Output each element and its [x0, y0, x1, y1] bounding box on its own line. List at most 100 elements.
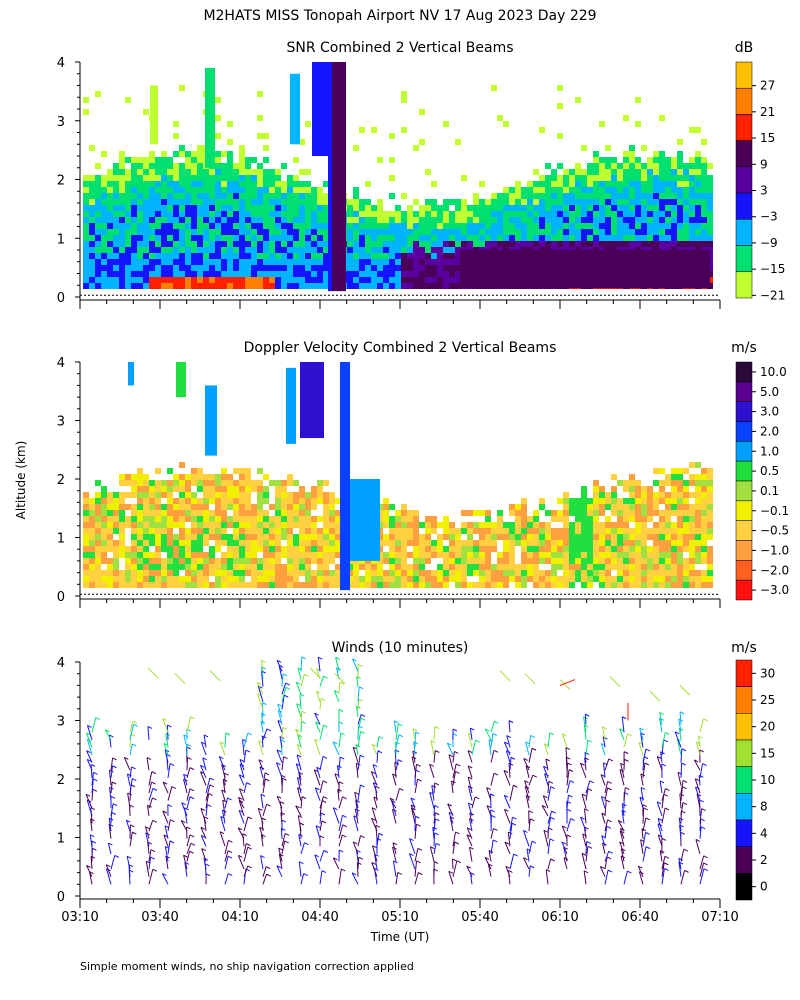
heatmap-cell: [689, 229, 695, 235]
heatmap-cell: [611, 582, 617, 588]
heatmap-cell: [467, 534, 473, 540]
wind-barb: [108, 824, 112, 839]
heatmap-cell: [137, 474, 143, 480]
heatmap-cell: [191, 558, 197, 564]
heatmap-cell: [197, 241, 203, 247]
heatmap-cell: [269, 169, 275, 175]
wind-barb: [528, 841, 533, 854]
heatmap-cell: [641, 498, 647, 504]
heatmap-cell: [503, 570, 509, 576]
heatmap-cell: [527, 187, 533, 193]
heatmap-cell: [395, 223, 401, 229]
wind-barb: [201, 848, 207, 862]
wind-barb: [125, 820, 131, 832]
heatmap-cell: [503, 217, 509, 223]
heatmap-cell: [305, 492, 311, 498]
heatmap-cell: [155, 558, 161, 564]
heatmap-cell: [437, 205, 443, 211]
heatmap-cell: [617, 480, 623, 486]
wind-barb: [584, 714, 587, 725]
wind-barb: [395, 734, 400, 748]
heatmap-cell: [209, 181, 215, 187]
wind-barb: [414, 860, 418, 877]
heatmap-cell: [605, 552, 611, 558]
heatmap-cell: [335, 552, 341, 558]
heatmap-cell: [527, 199, 533, 205]
heatmap-cell: [563, 229, 569, 235]
heatmap-cell: [335, 534, 341, 540]
heatmap-cell: [419, 570, 425, 576]
heatmap-cell: [233, 217, 239, 223]
heatmap-cell: [203, 223, 209, 229]
heatmap-cell: [95, 552, 101, 558]
heatmap-cell: [539, 558, 545, 564]
heatmap-cell: [539, 175, 545, 181]
heatmap-cell: [389, 133, 395, 139]
heatmap-cell: [293, 510, 299, 516]
wind-barb: [242, 739, 245, 756]
heatmap-cell: [371, 235, 377, 241]
heatmap-cell: [599, 552, 605, 558]
heatmap-cell: [431, 265, 437, 271]
wind-barb: [547, 786, 552, 801]
heatmap-cell: [125, 193, 131, 199]
heatmap-cell: [671, 492, 677, 498]
heatmap-cell: [203, 498, 209, 504]
heatmap-cell: [611, 528, 617, 534]
heatmap-cell: [83, 504, 89, 510]
wind-barb: [508, 763, 511, 778]
heatmap-cell: [287, 528, 293, 534]
heatmap-cell: [359, 564, 365, 570]
heatmap-cell: [227, 546, 233, 552]
wind-barb-flag: [475, 739, 480, 743]
heatmap-cell: [143, 259, 149, 265]
wind-barb-flag: [190, 842, 196, 846]
heatmap-cell: [101, 265, 107, 271]
wind-barb: [129, 724, 135, 740]
figure-title: M2HATS MISS Tonopah Airport NV 17 Aug 20…: [203, 8, 596, 24]
wind-barb: [242, 833, 245, 847]
heatmap-cell: [125, 187, 131, 193]
heatmap-cell: [161, 205, 167, 211]
heatmap-cell: [545, 534, 551, 540]
heatmap-cell: [149, 241, 155, 247]
heatmap-cell: [83, 175, 89, 181]
wind-barb-flag: [397, 871, 402, 875]
heatmap-cell: [275, 169, 281, 175]
heatmap-cell: [629, 552, 635, 558]
heatmap-cell: [155, 564, 161, 570]
wind-barb: [452, 751, 455, 763]
heatmap-cell: [323, 247, 329, 253]
heatmap-cell: [215, 576, 221, 582]
heatmap-cell: [173, 151, 179, 157]
heatmap-cell: [329, 582, 335, 588]
wind-barb-flag: [152, 819, 157, 823]
heatmap-cell: [455, 271, 461, 277]
heatmap-cell: [125, 253, 131, 259]
wind-barb-flag: [569, 780, 575, 784]
heatmap-cell: [83, 546, 89, 552]
heatmap-cell: [179, 528, 185, 534]
heatmap-cell: [677, 205, 683, 211]
heatmap-cell: [683, 582, 689, 588]
wind-barb-flag: [580, 762, 585, 766]
wind-barb-flag: [132, 778, 137, 782]
heatmap-cell: [521, 241, 527, 247]
heatmap-cell: [95, 211, 101, 217]
wind-barb-flag: [550, 816, 555, 820]
heatmap-cell: [473, 570, 479, 576]
heatmap-cell: [545, 576, 551, 582]
heatmap-cell: [185, 283, 191, 289]
heatmap-cell: [671, 534, 677, 540]
heatmap-cell: [95, 498, 101, 504]
wind-barb: [238, 774, 245, 786]
heatmap-cell: [83, 540, 89, 546]
heatmap-cell: [89, 187, 95, 193]
wind-barb: [278, 665, 283, 680]
heatmap-cell: [575, 193, 581, 199]
heatmap-cell: [131, 540, 137, 546]
heatmap-cell: [659, 480, 665, 486]
heatmap-cell: [215, 97, 221, 103]
heatmap-cell: [401, 91, 407, 97]
wind-barb: [148, 820, 154, 832]
